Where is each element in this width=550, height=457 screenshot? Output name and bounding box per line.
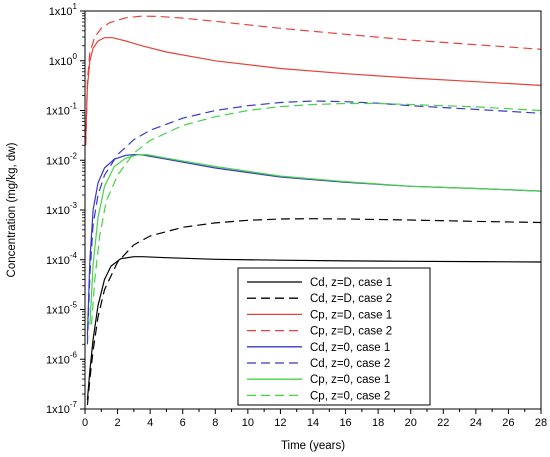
series-line-2	[86, 218, 541, 406]
series-layer	[85, 15, 541, 406]
legend-label-1: Cd, z=D, case 1	[310, 277, 392, 289]
x-tick-label: 8	[212, 417, 218, 429]
y-tick-label: 1x101	[49, 2, 78, 18]
x-tick-label: 26	[502, 417, 514, 429]
x-tick-label: 0	[82, 417, 88, 429]
x-tick-label: 18	[372, 417, 384, 429]
y-tick-label: 1x10-5	[46, 301, 78, 317]
x-axis-title: Time (years)	[281, 440, 345, 452]
x-tick-label: 16	[339, 417, 351, 429]
legend-label-8: Cp, z=0, case 2	[310, 390, 390, 402]
x-tick-label: 6	[180, 417, 186, 429]
x-tick-label: 2	[115, 417, 121, 429]
x-tick-label: 12	[274, 417, 286, 429]
series-line-8	[90, 102, 541, 325]
y-tick-label: 1x10-1	[46, 102, 78, 118]
legend: Cd, z=D, case 1 Cd, z=D, case 2 Cp, z=D, c…	[237, 267, 431, 406]
legend-label-6: Cd, z=0, case 2	[310, 358, 390, 370]
y-tick-label: 1x100	[49, 52, 78, 68]
y-tick-label: 1x10-3	[46, 201, 78, 217]
series-line-3	[85, 37, 541, 137]
legend-label-4: Cp, z=D, case 2	[310, 326, 392, 338]
y-tick-label: 1x10-4	[46, 251, 78, 267]
series-line-1	[86, 256, 541, 401]
y-tick-label: 1x10-7	[46, 400, 78, 416]
y-tick-label: 1x10-6	[46, 350, 78, 366]
y-axis: 1x10-7 1x10-6 1x10-5 1x10-4 1x10-3 1x10-2 1x10…	[46, 2, 85, 416]
x-tick-label: 14	[307, 417, 319, 429]
legend-label-7: Cp, z=0, case 1	[310, 374, 390, 386]
x-tick-label: 22	[437, 417, 449, 429]
y-axis-title: Concentration (mg/kg, dw)	[6, 142, 18, 277]
series-line-4	[85, 15, 541, 146]
legend-label-5: Cd, z=0, case 1	[310, 342, 390, 354]
series-line-7	[89, 153, 541, 325]
series-line-6	[86, 100, 541, 345]
x-axis: 0 2 4 6 8 10 12 14 16 18 20 22 24 26 28	[82, 409, 547, 429]
legend-box	[237, 267, 431, 406]
x-tick-label: 24	[470, 417, 482, 429]
legend-label-3: Cp, z=D, case 1	[310, 309, 392, 321]
legend-label-2: Cd, z=D, case 2	[310, 293, 392, 305]
x-tick-label: 28	[535, 417, 547, 429]
y-tick-label: 1x10-2	[46, 151, 78, 167]
x-tick-label: 10	[242, 417, 254, 429]
x-tick-label: 4	[147, 417, 153, 429]
x-tick-label: 20	[405, 417, 417, 429]
